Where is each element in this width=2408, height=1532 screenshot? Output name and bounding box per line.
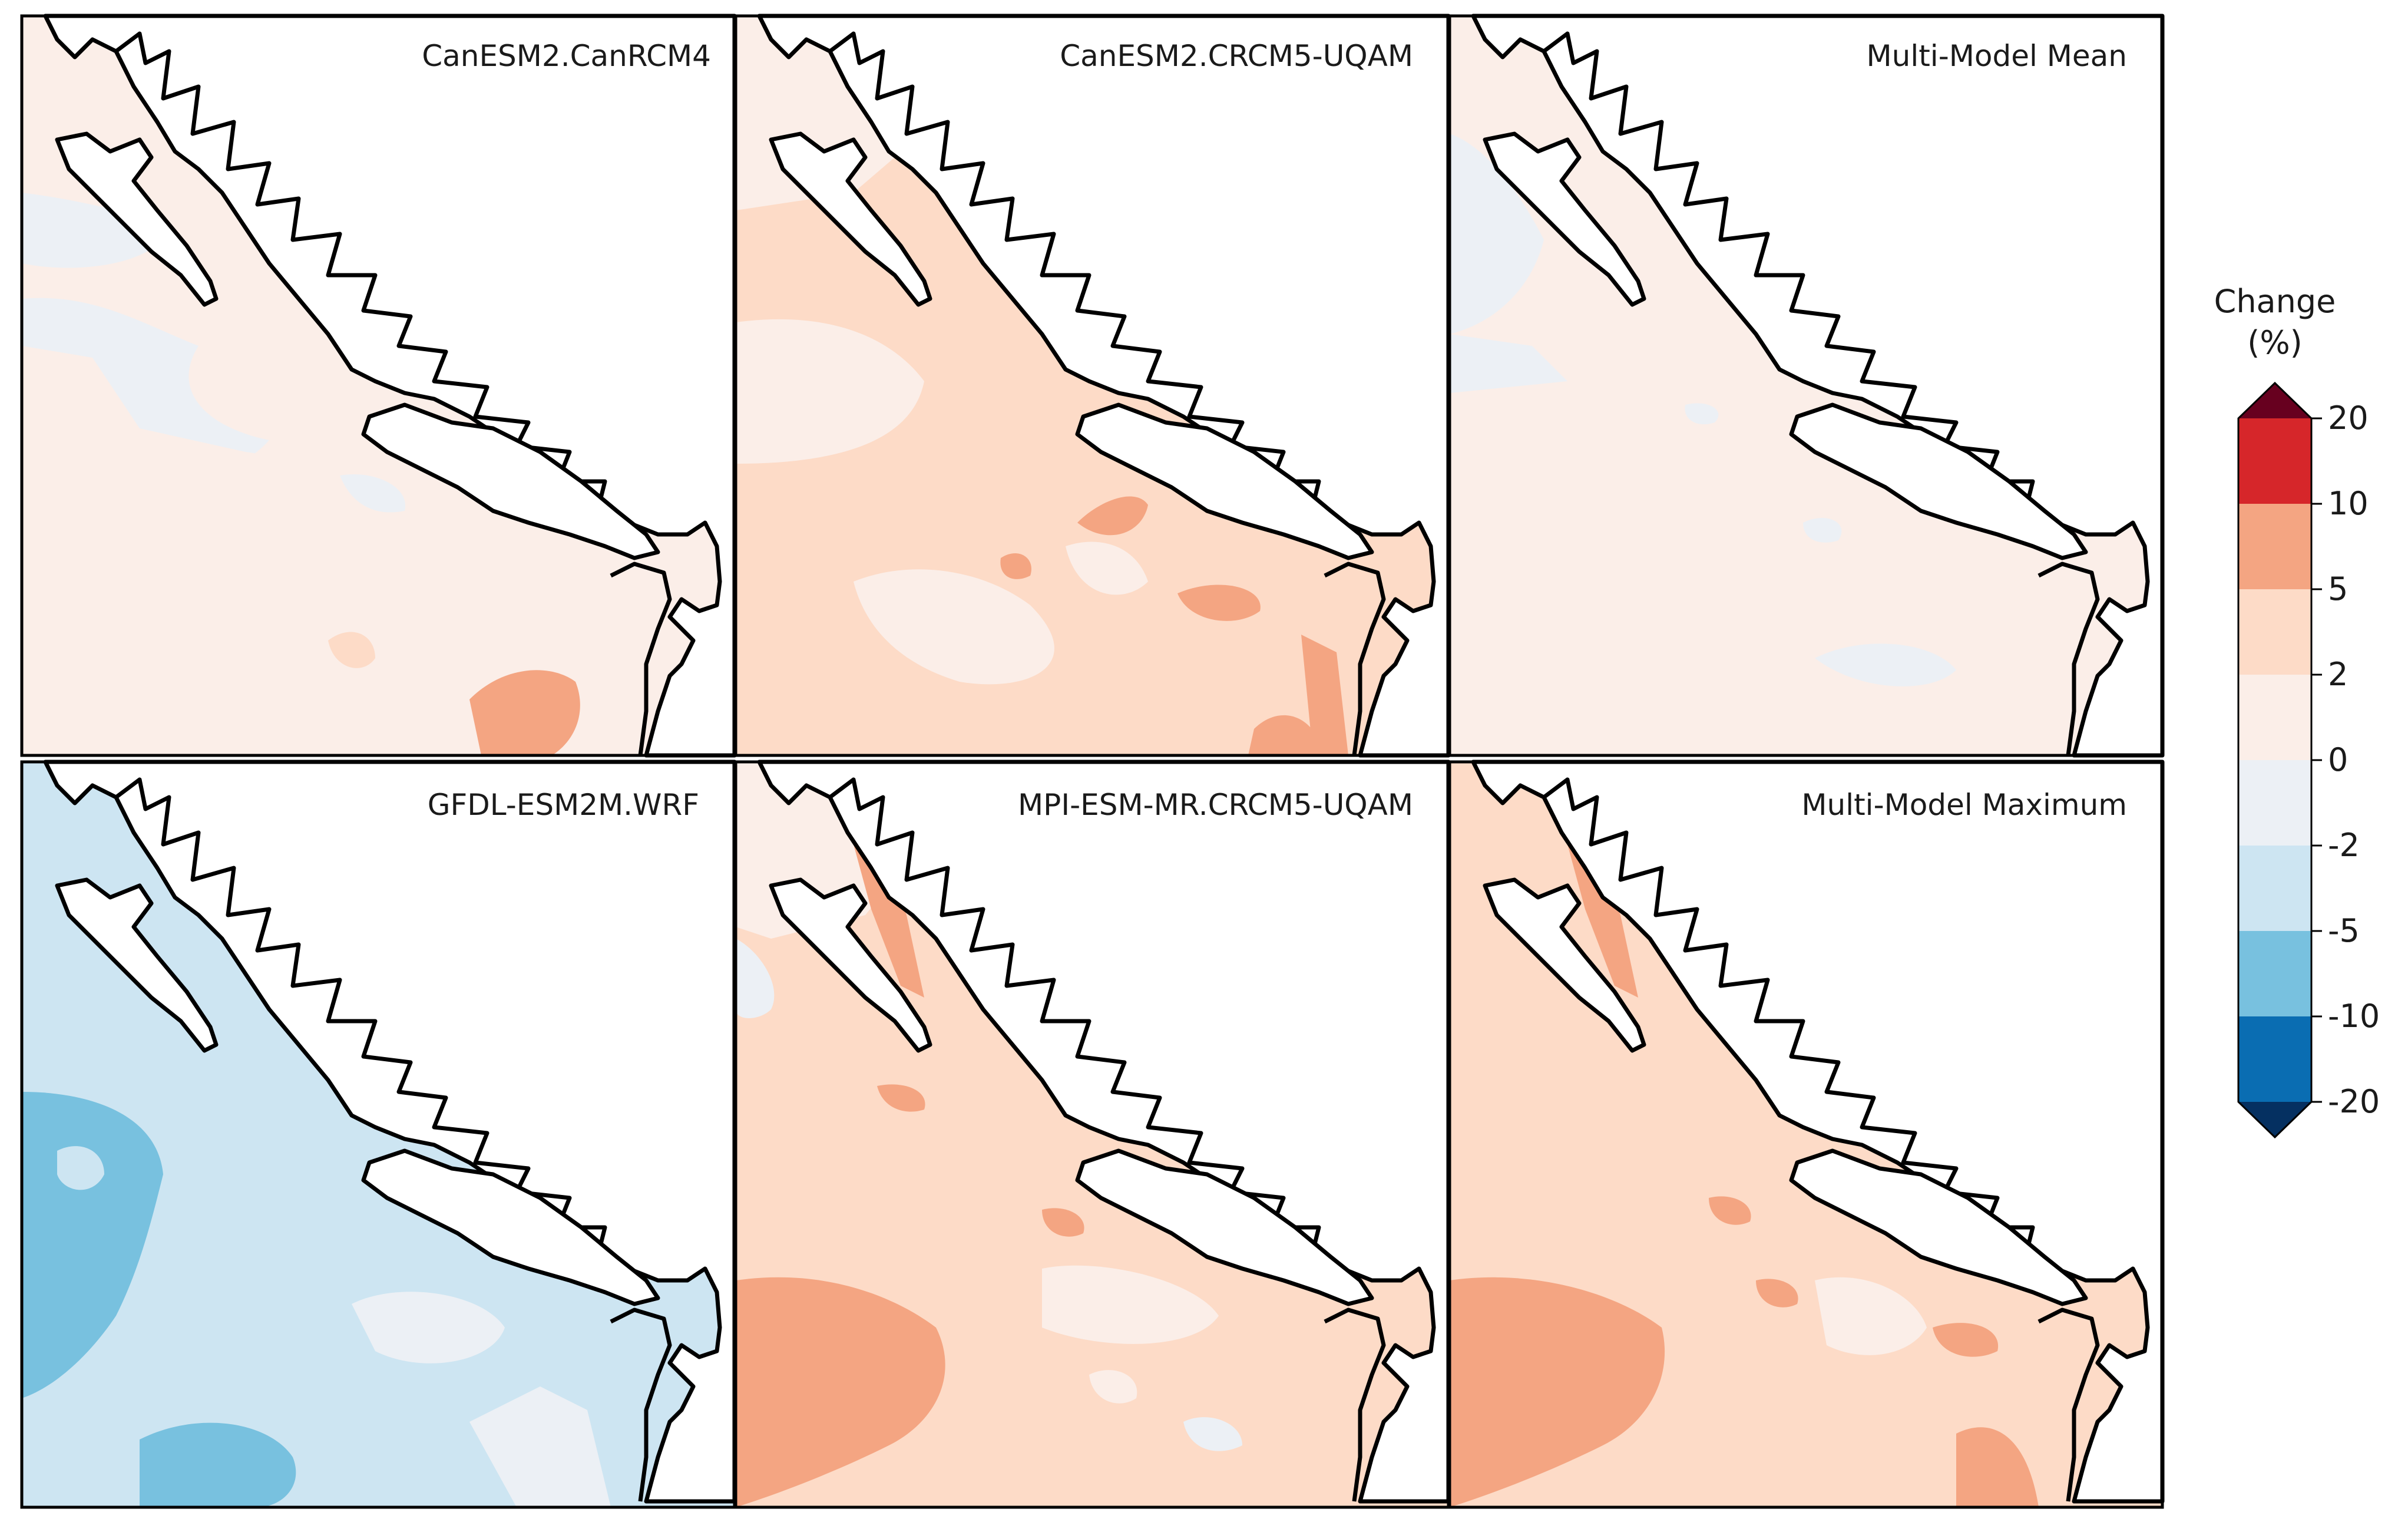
- shading-patch: [1933, 1323, 1999, 1357]
- shading-patch: [1815, 643, 1956, 686]
- colorbar-swatches: [2237, 381, 2313, 1139]
- shading-patch: [340, 474, 406, 513]
- colorbar-tick-label: 10: [2328, 485, 2369, 522]
- shading-patch: [736, 939, 775, 1018]
- shading-patch: [1301, 635, 1348, 755]
- shading-patch: [877, 1084, 925, 1112]
- shading-patch: [22, 193, 169, 268]
- shading-patch: [736, 319, 924, 464]
- shading-patch: [1089, 1370, 1137, 1404]
- shading-patch: [1685, 403, 1719, 425]
- colorbar-bin: [2238, 418, 2311, 504]
- shading-patch: [469, 1386, 611, 1507]
- shading-patch: [57, 1146, 104, 1190]
- map-panel: CanESM2.CRCM5-UQAM: [734, 16, 1448, 755]
- panel-title: GFDL-ESM2M.WRF: [428, 788, 699, 822]
- shading-patch: [736, 1277, 945, 1507]
- panel-title: CanESM2.CanRCM4: [422, 39, 711, 73]
- colorbar-bin: [2238, 1016, 2311, 1102]
- colorbar-tick-label: 20: [2328, 399, 2369, 437]
- colorbar-bin: [2238, 589, 2311, 675]
- shading-patch: [1042, 1265, 1219, 1344]
- shading-patch: [328, 632, 375, 668]
- shading-patch: [1803, 517, 1842, 543]
- colorbar-bin: [2238, 675, 2311, 760]
- shading-patch: [1815, 1277, 1927, 1355]
- shading-patch: [22, 346, 634, 755]
- colorbar-extend-top: [2238, 383, 2311, 418]
- shading-patch: [1077, 496, 1148, 536]
- shading-patch: [1000, 553, 1031, 579]
- panel-frame: [1448, 14, 2164, 757]
- colorbar-tick-label: 0: [2328, 741, 2348, 778]
- shading-patch: [1183, 1417, 1242, 1451]
- colorbar-tick-label: 5: [2328, 570, 2348, 607]
- colorbar-bin: [2238, 846, 2311, 931]
- shading-patch: [1567, 833, 1638, 998]
- map-panel: GFDL-ESM2M.WRF: [20, 762, 735, 1509]
- colorbar-tick-label: -5: [2328, 912, 2360, 949]
- colorbar-extend-bottom: [2238, 1102, 2311, 1137]
- shading-patch: [1450, 1277, 1665, 1507]
- shading-patch: [1042, 1208, 1084, 1237]
- colorbar-bin: [2238, 931, 2311, 1016]
- colorbar-tick-label: -10: [2328, 998, 2380, 1035]
- shading-patch: [469, 670, 580, 755]
- shading-patch: [352, 1292, 505, 1363]
- colorbar-bin: [2238, 504, 2311, 589]
- shading-patch: [1248, 715, 1325, 755]
- shading-patch: [1709, 1196, 1751, 1225]
- colorbar-tick-label: -20: [2328, 1083, 2380, 1120]
- shading-patch: [854, 833, 924, 998]
- panel-frame: [1448, 760, 2164, 1509]
- shading-patch: [1450, 134, 1544, 334]
- panel-title: MPI-ESM-MR.CRCM5-UQAM: [1018, 788, 1413, 822]
- shading-patch: [1177, 585, 1261, 621]
- map-panel: MPI-ESM-MR.CRCM5-UQAM: [734, 762, 1448, 1509]
- panel-title: Multi-Model Maximum: [1801, 788, 2127, 822]
- shading-patch: [140, 1422, 296, 1507]
- shading-patch: [854, 569, 1054, 685]
- panel-title: CanESM2.CRCM5-UQAM: [1060, 39, 1413, 73]
- map-panel: CanESM2.CanRCM4: [20, 16, 735, 755]
- map-panel: Multi-Model Maximum: [1448, 760, 2164, 1509]
- colorbar-bin: [2238, 760, 2311, 846]
- colorbar-tick-label: 2: [2328, 656, 2348, 693]
- colorbar-title-unit: (%): [2247, 324, 2302, 361]
- shading-patch: [1450, 334, 1567, 393]
- colorbar-title: Change: [2214, 283, 2336, 320]
- panel-title: Multi-Model Mean: [1866, 39, 2127, 73]
- colorbar-tick-label: -2: [2328, 827, 2360, 864]
- map-panel: Multi-Model Mean: [1448, 14, 2164, 757]
- shading-patch: [1066, 542, 1148, 595]
- shading-patch: [1956, 1427, 2039, 1507]
- shading-patch: [1756, 1279, 1798, 1308]
